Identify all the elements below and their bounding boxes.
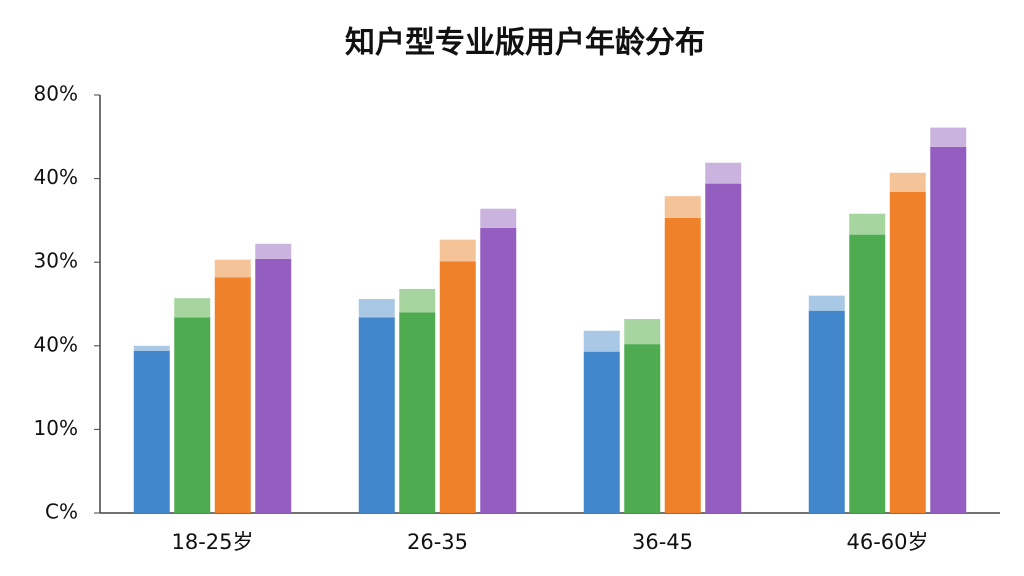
bar-cap — [214, 259, 251, 278]
bar-cap — [705, 162, 742, 184]
bar-cap — [808, 295, 845, 311]
y-tick-label: 80% — [34, 82, 78, 106]
x-tick-label: 26-35 — [407, 530, 468, 554]
x-tick-label: 36-45 — [632, 530, 693, 554]
bar — [705, 183, 742, 513]
chart-title: 知户型专业版用户年龄分布 — [345, 26, 705, 61]
bar-cap — [255, 243, 292, 259]
bar-cap — [439, 239, 476, 262]
bar — [889, 191, 926, 513]
x-tick-label: 46-60岁 — [846, 530, 928, 554]
bar-cap — [399, 288, 436, 313]
bar-cap — [358, 298, 395, 318]
bar-cap — [624, 319, 661, 345]
bar-cap — [174, 298, 211, 318]
bar — [399, 312, 436, 513]
bar — [930, 146, 967, 513]
y-tick-label: 30% — [34, 249, 78, 273]
bar-cap — [133, 345, 170, 351]
bar — [583, 351, 620, 513]
bar — [439, 261, 476, 513]
bar-cap — [849, 213, 886, 235]
y-tick-label: 40% — [34, 332, 78, 356]
bar-cap — [930, 127, 967, 147]
bar — [849, 234, 886, 513]
bar — [133, 350, 170, 513]
bar — [480, 227, 517, 513]
bar-cap — [480, 208, 517, 228]
x-tick-label: 18-25岁 — [171, 530, 253, 554]
bar-cap — [583, 330, 620, 352]
bar — [808, 310, 845, 513]
bar — [174, 317, 211, 513]
bar-cap — [664, 196, 701, 218]
y-tick-label: C% — [45, 500, 78, 524]
y-tick-label: 40% — [34, 165, 78, 189]
bar-cap — [889, 172, 926, 192]
bar — [664, 217, 701, 513]
bar — [255, 258, 292, 513]
bar — [214, 277, 251, 513]
bar — [358, 317, 395, 513]
y-tick-label: 10% — [34, 416, 78, 440]
bar — [624, 344, 661, 513]
